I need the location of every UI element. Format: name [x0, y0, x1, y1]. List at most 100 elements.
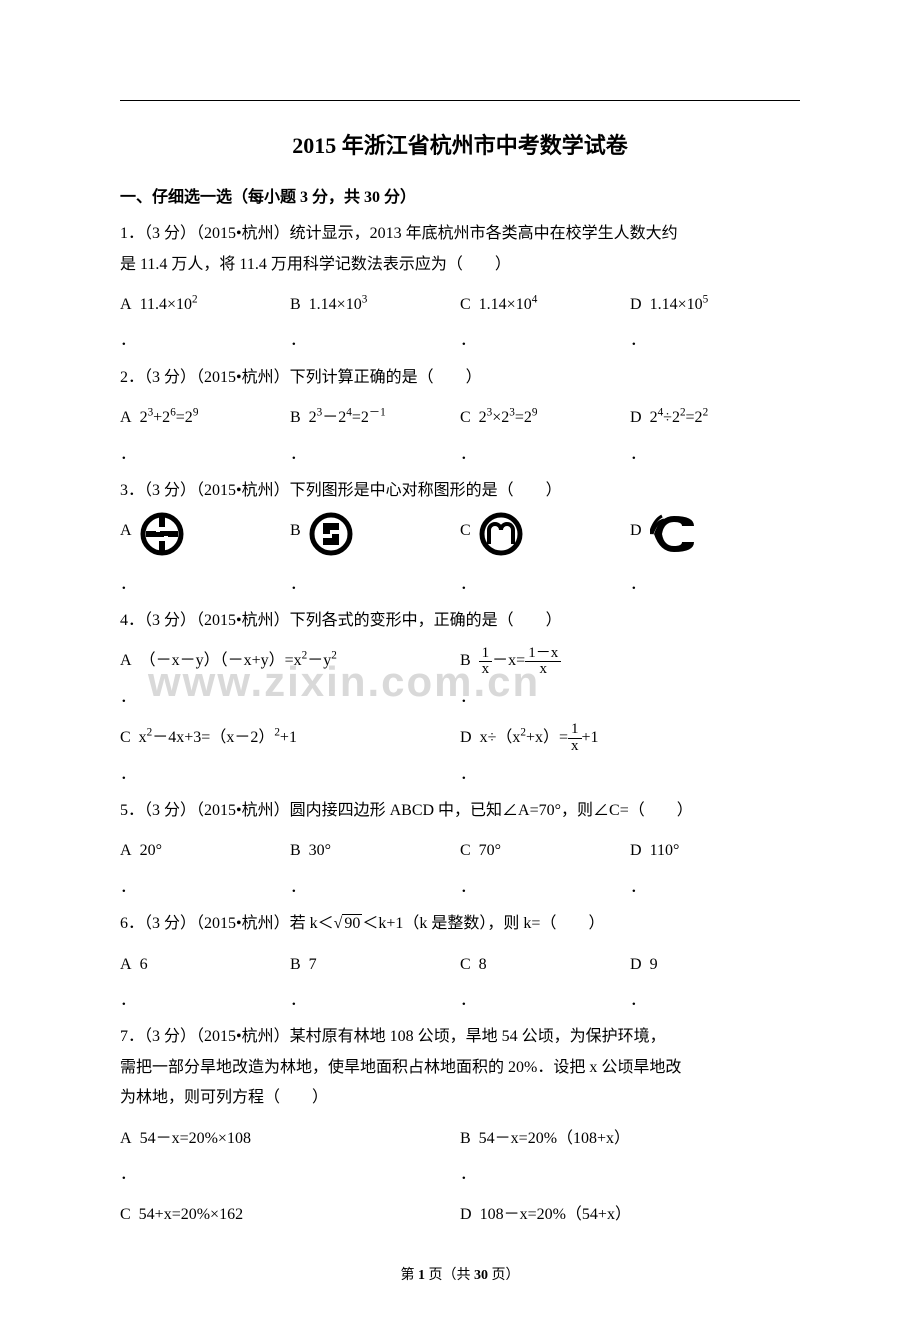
fraction: 1x — [479, 646, 493, 679]
q4-text: 4．（3 分）（2015•杭州）下列各式的变形中，正确的是（ ） — [120, 606, 800, 636]
period: ． — [460, 683, 800, 713]
option-body: 54－x=20%×108 — [140, 1120, 251, 1158]
period: ． — [460, 760, 800, 790]
period: ． — [290, 570, 460, 600]
option-label: B — [290, 286, 301, 324]
q4-option-b: B 1x－x=1－xx — [460, 642, 800, 680]
option-body: 23×23=29 — [479, 399, 538, 437]
option-label: B — [460, 642, 471, 680]
q4-periods-2: ． ． — [120, 760, 800, 790]
period: ． — [460, 1160, 800, 1190]
q6-option-a: A6 — [120, 946, 290, 984]
symmetry-figure-a-icon — [140, 512, 184, 567]
period: ． — [120, 1160, 460, 1190]
q2-option-b: B 23－24=2－1 — [290, 399, 460, 437]
option-body: 20° — [140, 832, 162, 870]
q7-text-line2: 需把一部分旱地改造为林地，使旱地面积占林地面积的 20%．设把 x 公顷旱地改 — [120, 1053, 800, 1083]
option-body: 7 — [309, 946, 317, 984]
option-body: 6 — [140, 946, 148, 984]
option-label: C — [460, 399, 471, 437]
option-body: 54+x=20%×162 — [139, 1196, 243, 1234]
exam-page: 2015 年浙江省杭州市中考数学试卷 一、仔细选一选（每小题 3 分，共 30 … — [120, 100, 800, 1289]
footer-page-num: 1 — [418, 1268, 425, 1283]
q1-option-a: A 11.4×102 — [120, 286, 290, 324]
q4-options-row1: A （－x－y）（－x+y）=x2－y2 B 1x－x=1－xx — [120, 642, 800, 680]
option-body: 110° — [650, 832, 680, 870]
q6-periods: ． ． ． ． — [120, 986, 800, 1016]
q1-option-c: C 1.14×104 — [460, 286, 630, 324]
q7-options-row2: C54+x=20%×162 D108－x=20%（54+x） — [120, 1196, 800, 1234]
option-body: 1.14×103 — [309, 286, 368, 324]
period: ． — [120, 440, 290, 470]
q6-option-c: C8 — [460, 946, 630, 984]
q5-option-d: D 110° — [630, 832, 800, 870]
fraction: 1－xx — [525, 646, 561, 679]
footer-total: 30 — [474, 1268, 488, 1283]
option-label: A — [120, 512, 132, 550]
option-body: 23+26=29 — [140, 399, 199, 437]
period: ． — [630, 873, 800, 903]
q1-text-line1: 1．（3 分）（2015•杭州）统计显示，2013 年底杭州市各类高中在校学生人… — [120, 219, 800, 249]
q2-option-c: C 23×23=29 — [460, 399, 630, 437]
q3-option-d: D — [630, 512, 800, 567]
q3-text: 3．（3 分）（2015•杭州）下列图形是中心对称图形的是（ ） — [120, 476, 800, 506]
sqrt-icon: √90 — [334, 909, 363, 939]
q4-option-a: A （－x－y）（－x+y）=x2－y2 — [120, 642, 460, 680]
q4-periods-1: ． ． — [120, 683, 800, 713]
q2-options: A 23+26=29 B 23－24=2－1 C 23×23=29 D 24÷2… — [120, 399, 800, 437]
option-body: x2－4x+3=（x－2）2+1 — [139, 719, 297, 757]
q3-option-c: C — [460, 512, 630, 567]
option-label: A — [120, 399, 132, 437]
option-body: 11.4×102 — [140, 286, 198, 324]
option-body: 1x－x=1－xx — [479, 642, 562, 680]
option-label: A — [120, 1120, 132, 1158]
period: ． — [290, 986, 460, 1016]
period: ． — [460, 986, 630, 1016]
period: ． — [460, 326, 630, 356]
option-body: 24÷22=22 — [650, 399, 709, 437]
period: ． — [460, 570, 630, 600]
option-label: D — [630, 946, 642, 984]
option-label: A — [120, 286, 132, 324]
option-label: A — [120, 642, 132, 680]
option-label: D — [630, 832, 642, 870]
option-label: C — [460, 832, 471, 870]
q7-option-c: C54+x=20%×162 — [120, 1196, 460, 1234]
q7-text-line1: 7．（3 分）（2015•杭州）某村原有林地 108 公顷，旱地 54 公顷，为… — [120, 1022, 800, 1052]
page-footer: 第 1 页（共 30 页） — [120, 1263, 800, 1290]
option-label: B — [290, 399, 301, 437]
q4-option-d: D x÷（x2+x）=1x+1 — [460, 719, 800, 757]
period: ． — [460, 873, 630, 903]
exam-title: 2015 年浙江省杭州市中考数学试卷 — [120, 125, 800, 167]
section-heading: 一、仔细选一选（每小题 3 分，共 30 分） — [120, 183, 800, 213]
option-label: D — [630, 512, 642, 550]
q7-option-a: A54－x=20%×108 — [120, 1120, 460, 1158]
option-body: x÷（x2+x）=1x+1 — [480, 719, 599, 757]
q1-options: A 11.4×102 B 1.14×103 C 1.14×104 D 1.14×… — [120, 286, 800, 324]
period: ． — [630, 326, 800, 356]
option-label: A — [120, 832, 132, 870]
option-label: C — [460, 946, 471, 984]
option-label: C — [460, 286, 471, 324]
q5-options: A20° B30° C70° D110° — [120, 832, 800, 870]
q3-option-a: A — [120, 512, 290, 567]
q7-text-line3: 为林地，则可列方程（ ） — [120, 1083, 800, 1113]
option-body: 8 — [479, 946, 487, 984]
period: ． — [290, 440, 460, 470]
q6-options: A6 B7 C8 D9 — [120, 946, 800, 984]
period: ． — [630, 986, 800, 1016]
q3-periods: ． ． ． ． — [120, 570, 800, 600]
q1-option-b: B 1.14×103 — [290, 286, 460, 324]
option-body: 1.14×104 — [479, 286, 538, 324]
q6-option-d: D9 — [630, 946, 800, 984]
footer-tail: 页） — [488, 1268, 520, 1283]
q2-option-d: D 24÷22=22 — [630, 399, 800, 437]
q5-periods: ． ． ． ． — [120, 873, 800, 903]
q4-options-row2: C x2－4x+3=（x－2）2+1 D x÷（x2+x）=1x+1 — [120, 719, 800, 757]
q4-option-c: C x2－4x+3=（x－2）2+1 — [120, 719, 460, 757]
option-body: （－x－y）（－x+y）=x2－y2 — [140, 642, 337, 680]
period: ． — [120, 683, 460, 713]
option-label: D — [460, 1196, 472, 1234]
option-body: 23－24=2－1 — [309, 399, 386, 437]
option-label: B — [290, 512, 301, 550]
